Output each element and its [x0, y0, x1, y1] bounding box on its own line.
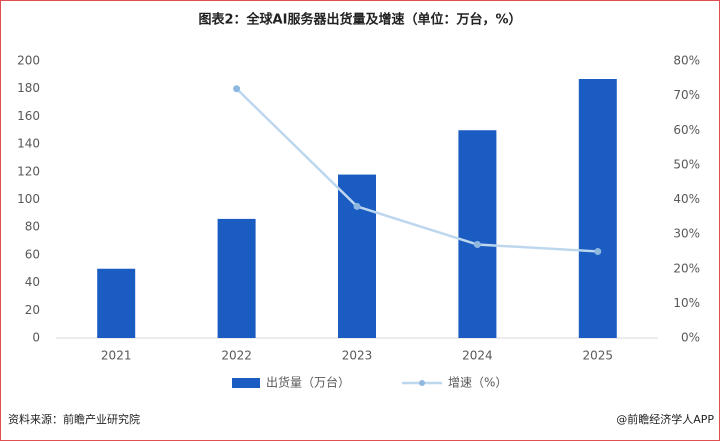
- chart-title: 图表2：全球AI服务器出货量及增速（单位：万台，%）: [199, 12, 522, 28]
- y2-tick-label: 60%: [673, 123, 700, 137]
- x-tick-label: 2024: [462, 349, 493, 363]
- y2-tick-label: 40%: [673, 192, 700, 206]
- legend-swatch: [232, 378, 260, 388]
- point: [473, 241, 481, 249]
- line: [235, 87, 598, 253]
- y2-tick-label: 0%: [681, 331, 700, 345]
- x-tick-label: 2023: [342, 349, 373, 363]
- y2-tick-label: 70%: [673, 88, 700, 102]
- legend-marker: [419, 380, 425, 386]
- credit: @前瞻经济学人APP: [616, 412, 714, 426]
- y-tick-label: 60: [25, 247, 40, 261]
- point: [233, 85, 241, 93]
- y-tick-label: 0: [32, 331, 40, 345]
- bar: [578, 79, 617, 338]
- y-tick-label: 40: [25, 275, 40, 289]
- source: 资料来源：前瞻产业研究院: [8, 412, 140, 426]
- y-tick-label: 120: [17, 164, 40, 178]
- x-tick-label: 2021: [101, 349, 132, 363]
- x-tick-label: 2022: [221, 349, 252, 363]
- y-tick-label: 140: [17, 137, 40, 151]
- point: [594, 247, 602, 255]
- y2-tick-label: 20%: [673, 261, 700, 275]
- y2-tick-label: 30%: [673, 227, 700, 241]
- x-tick-label: 2025: [583, 349, 614, 363]
- y2-tick-label: 10%: [673, 296, 700, 310]
- y2-tick-label: 50%: [673, 157, 700, 171]
- bar: [458, 130, 497, 338]
- y-tick-label: 100: [17, 192, 40, 206]
- y2-tick-label: 80%: [673, 54, 700, 68]
- y-tick-label: 160: [17, 109, 40, 123]
- legend-label: 增速（%）: [448, 376, 507, 390]
- point: [353, 202, 361, 210]
- bar: [217, 218, 256, 338]
- y-tick-label: 20: [25, 303, 40, 317]
- bar: [97, 268, 136, 338]
- y-tick-label: 200: [17, 54, 40, 68]
- legend-label: 出货量（万台）: [266, 375, 350, 390]
- bar: [338, 174, 376, 338]
- y-tick-label: 80: [25, 220, 40, 234]
- y-tick-label: 180: [17, 81, 40, 95]
